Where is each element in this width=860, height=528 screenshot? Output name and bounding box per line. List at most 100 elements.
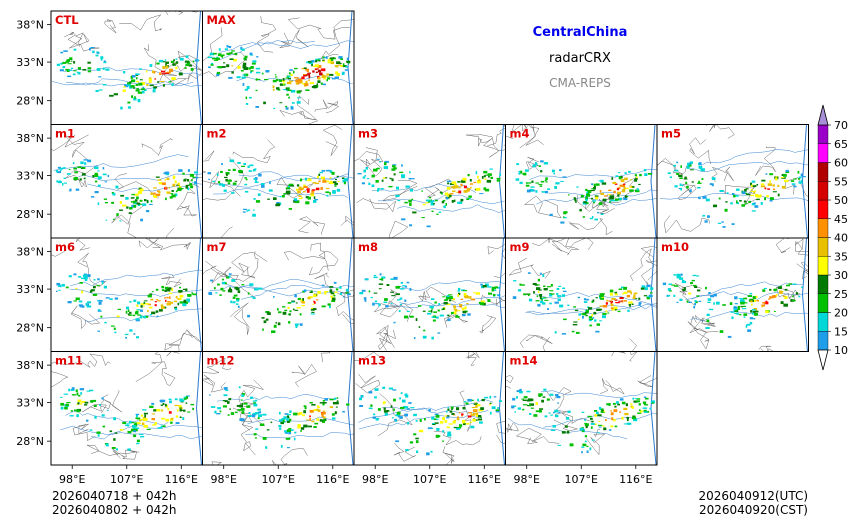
echo-cell	[127, 101, 131, 104]
echo-cell	[438, 303, 440, 305]
echo-cell	[539, 409, 542, 413]
echo-cell	[421, 217, 425, 219]
echo-cell	[745, 324, 748, 328]
echo-cell	[583, 298, 586, 301]
echo-cell	[752, 296, 756, 300]
echo-cell	[602, 312, 607, 315]
echo-cell	[218, 48, 221, 51]
echo-cell	[514, 405, 517, 407]
echo-cell	[384, 162, 387, 166]
echo-cell	[436, 213, 439, 215]
echo-cell	[98, 302, 102, 305]
panel-m1: m1	[50, 124, 203, 239]
echo-cell	[288, 321, 291, 324]
echo-cell	[377, 167, 380, 170]
echo-cell	[430, 200, 434, 204]
echo-cell	[633, 400, 638, 403]
echo-cell	[289, 418, 292, 422]
echo-cell	[597, 414, 602, 417]
echo-cell	[175, 307, 178, 311]
echo-cell	[179, 294, 184, 298]
echo-cell	[762, 289, 766, 292]
echo-cell	[127, 106, 131, 109]
echo-cell	[135, 318, 140, 321]
echo-cell	[135, 73, 140, 75]
echo-cell	[318, 58, 321, 60]
echo-cell	[97, 170, 100, 172]
echo-cell	[127, 448, 131, 451]
echo-cell	[66, 59, 70, 62]
echo-cell	[410, 407, 415, 409]
y-tick-label: 38°N	[16, 19, 44, 32]
y-tick-label: 38°N	[16, 359, 44, 372]
echo-cell	[135, 417, 139, 420]
echo-cell	[627, 418, 629, 422]
echo-cell	[228, 76, 233, 79]
echo-cell	[103, 285, 107, 289]
echo-cell	[258, 411, 262, 414]
echo-cell	[225, 178, 228, 182]
echo-cell	[447, 182, 450, 185]
echo-cell	[650, 401, 655, 404]
echo-cell	[614, 198, 620, 201]
echo-cell	[182, 303, 187, 307]
echo-cell	[313, 294, 317, 297]
echo-cell	[554, 331, 557, 334]
echo-cell	[586, 298, 589, 301]
echo-cell	[611, 177, 614, 180]
echo-cell	[243, 62, 247, 66]
echo-cell	[318, 65, 322, 68]
echo-cell	[676, 161, 679, 164]
echo-cell	[255, 106, 259, 108]
echo-cell	[524, 169, 529, 172]
echo-cell	[359, 397, 362, 401]
echo-cell	[751, 210, 756, 212]
echo-cell	[252, 400, 256, 402]
echo-cell	[165, 65, 169, 69]
echo-cell	[716, 301, 720, 305]
echo-cell	[597, 432, 600, 434]
echo-cell	[329, 180, 333, 184]
echo-cell	[426, 225, 431, 228]
echo-cell	[648, 173, 652, 175]
echo-cell	[282, 419, 285, 423]
echo-cell	[334, 76, 339, 79]
echo-cell	[610, 292, 613, 296]
echo-cell	[407, 421, 409, 425]
echo-cell	[798, 176, 802, 179]
echo-cell	[732, 193, 735, 196]
echo-cell	[243, 163, 247, 165]
echo-cell	[329, 58, 334, 61]
echo-cell	[441, 192, 443, 195]
echo-cell	[97, 309, 101, 311]
echo-cell	[435, 414, 440, 418]
echo-cell	[434, 422, 439, 424]
echo-cell	[240, 70, 244, 72]
echo-cell	[243, 67, 248, 70]
echo-cell	[82, 69, 87, 71]
echo-cell	[136, 196, 139, 200]
echo-cell	[178, 169, 183, 172]
y-tick-label: 33°N	[16, 397, 44, 410]
echo-cell	[472, 418, 476, 422]
echo-cell	[299, 411, 303, 415]
echo-cell	[405, 185, 410, 188]
echo-cell	[151, 413, 156, 415]
echo-cell	[244, 59, 247, 61]
echo-cell	[461, 413, 464, 416]
echo-cell	[165, 299, 167, 302]
echo-cell	[254, 288, 259, 291]
echo-cell	[158, 182, 163, 185]
echo-cell	[293, 70, 295, 74]
echo-cell	[537, 291, 540, 293]
x-tick-label: 107°E	[565, 473, 598, 486]
echo-cell	[233, 53, 238, 55]
echo-cell	[389, 177, 392, 180]
echo-cell	[707, 298, 712, 301]
echo-cell	[324, 291, 327, 295]
echo-cell	[409, 287, 412, 290]
echo-cell	[276, 78, 279, 82]
echo-cell	[57, 166, 61, 169]
echo-cell	[600, 213, 604, 215]
echo-cell	[245, 96, 248, 100]
